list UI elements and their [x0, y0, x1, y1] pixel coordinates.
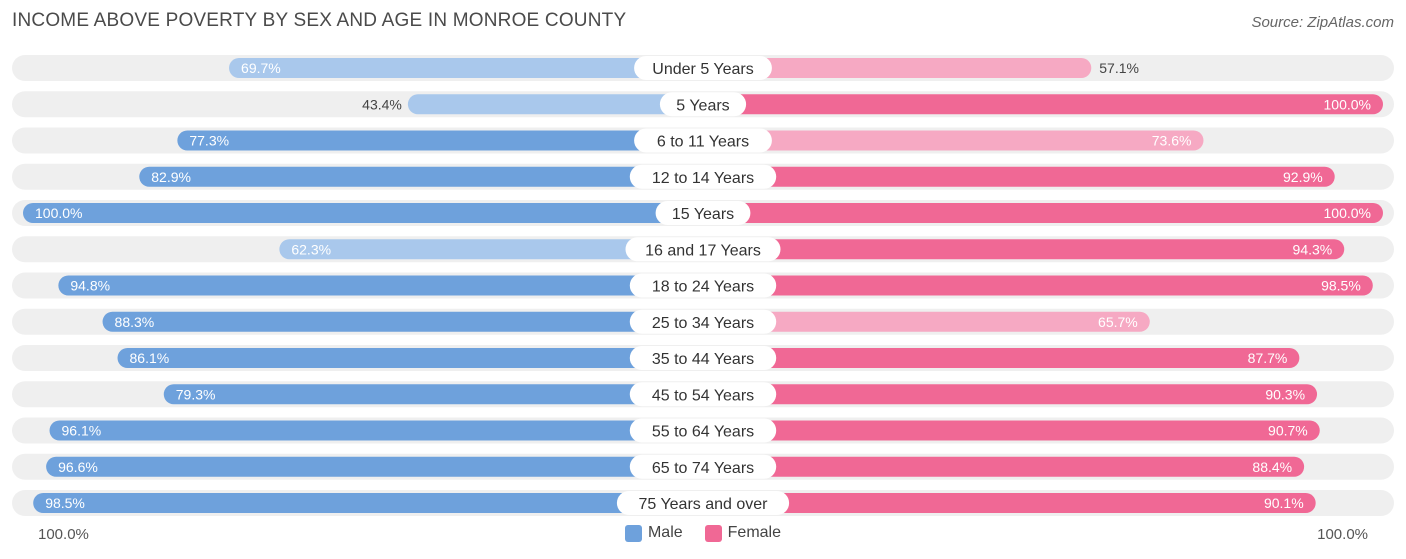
category-pill [625, 237, 781, 262]
male-bar [117, 348, 703, 368]
category-label: Under 5 Years [652, 61, 753, 78]
category-label: 35 to 44 Years [652, 351, 754, 368]
category-pill [629, 454, 777, 479]
male-bar [279, 239, 703, 260]
category-label: 6 to 11 Years [657, 134, 749, 151]
category-label: 5 Years [676, 97, 729, 114]
male-bar [33, 493, 703, 513]
female-bar [703, 94, 1383, 115]
legend-item-female: Female [704, 524, 782, 542]
male-bar [139, 166, 703, 187]
female-bar [703, 311, 1150, 332]
female-bar [703, 493, 1316, 513]
male-bar [102, 311, 703, 332]
female-value-label: 92.9% [1283, 169, 1323, 185]
category-label: 15 Years [672, 206, 734, 223]
male-value-label: 98.5% [45, 495, 85, 511]
legend-label-male: Male [647, 524, 683, 541]
legend-swatch-male [624, 524, 642, 542]
male-value-label: 88.3% [115, 314, 155, 330]
male-value-label: 77.3% [189, 133, 229, 149]
female-value-label: 65.7% [1098, 314, 1138, 330]
legend-swatch-female [704, 524, 722, 542]
female-bar [703, 166, 1335, 187]
legend-item-male: Male [624, 524, 683, 542]
right-axis-label: 100.0% [1317, 526, 1368, 543]
male-value-label: 94.8% [70, 278, 110, 294]
female-bar [703, 384, 1318, 405]
female-value-label: 100.0% [1324, 205, 1371, 221]
category-pill [629, 382, 777, 407]
female-value-label: 87.7% [1248, 350, 1288, 366]
female-value-label: 73.6% [1152, 133, 1192, 149]
legend-label-female: Female [727, 524, 782, 541]
category-label: 12 to 14 Years [652, 170, 754, 187]
category-pill [655, 201, 751, 225]
category-pill [659, 92, 747, 117]
male-value-label: 86.1% [130, 350, 170, 366]
category-label: 45 to 54 Years [652, 387, 754, 404]
category-pill [616, 491, 790, 515]
male-value-label: 82.9% [151, 169, 191, 185]
female-value-label: 57.1% [1099, 60, 1139, 76]
male-bar [58, 275, 704, 296]
female-bar [703, 203, 1383, 223]
female-value-label: 88.4% [1252, 459, 1292, 475]
male-value-label: 96.6% [58, 459, 98, 475]
female-value-label: 98.5% [1321, 278, 1361, 294]
male-bar [229, 58, 704, 78]
category-pill [629, 418, 777, 443]
male-value-label: 79.3% [176, 386, 216, 402]
male-value-label: 100.0% [35, 205, 82, 221]
category-pill [629, 164, 777, 189]
left-axis-label: 100.0% [38, 526, 89, 543]
category-label: 25 to 34 Years [652, 315, 754, 332]
category-pill [634, 128, 772, 153]
male-bar [177, 130, 704, 151]
female-bar [703, 239, 1345, 260]
female-bar [703, 130, 1204, 151]
category-label: 16 and 17 Years [645, 242, 761, 259]
female-value-label: 90.3% [1265, 386, 1305, 402]
male-value-label: 96.1% [62, 423, 102, 439]
male-bar [23, 203, 703, 223]
male-bar [46, 456, 704, 477]
chart-source: Source: ZipAtlas.com [1251, 14, 1394, 31]
category-label: 75 Years and over [639, 496, 769, 513]
category-label: 55 to 64 Years [652, 424, 754, 441]
female-value-label: 100.0% [1324, 96, 1371, 112]
male-value-label: 69.7% [241, 60, 281, 76]
category-label: 65 to 74 Years [652, 460, 754, 477]
category-pill [629, 273, 777, 298]
female-bar [703, 420, 1320, 441]
legend: Male Female [0, 524, 1406, 542]
chart-title: INCOME ABOVE POVERTY BY SEX AND AGE IN M… [12, 10, 627, 31]
category-pill [629, 309, 777, 334]
male-bar [163, 384, 703, 405]
category-pill [634, 56, 772, 80]
female-value-label: 94.3% [1293, 241, 1333, 257]
category-label: 18 to 24 Years [652, 279, 754, 296]
female-bar [703, 348, 1300, 368]
female-bar [703, 456, 1305, 477]
female-value-label: 90.1% [1264, 495, 1304, 511]
male-value-label: 62.3% [291, 241, 331, 257]
male-value-label: 43.4% [362, 96, 402, 112]
female-bar [703, 275, 1373, 296]
male-bar [49, 420, 703, 441]
male-bar [407, 94, 703, 115]
female-bar [703, 58, 1092, 78]
bar-chart: 69.7% 57.1% Under 5 Years 43.4% 100.0% 5 Year… [12, 55, 1394, 516]
female-value-label: 90.7% [1268, 423, 1308, 439]
category-pill [629, 346, 777, 370]
